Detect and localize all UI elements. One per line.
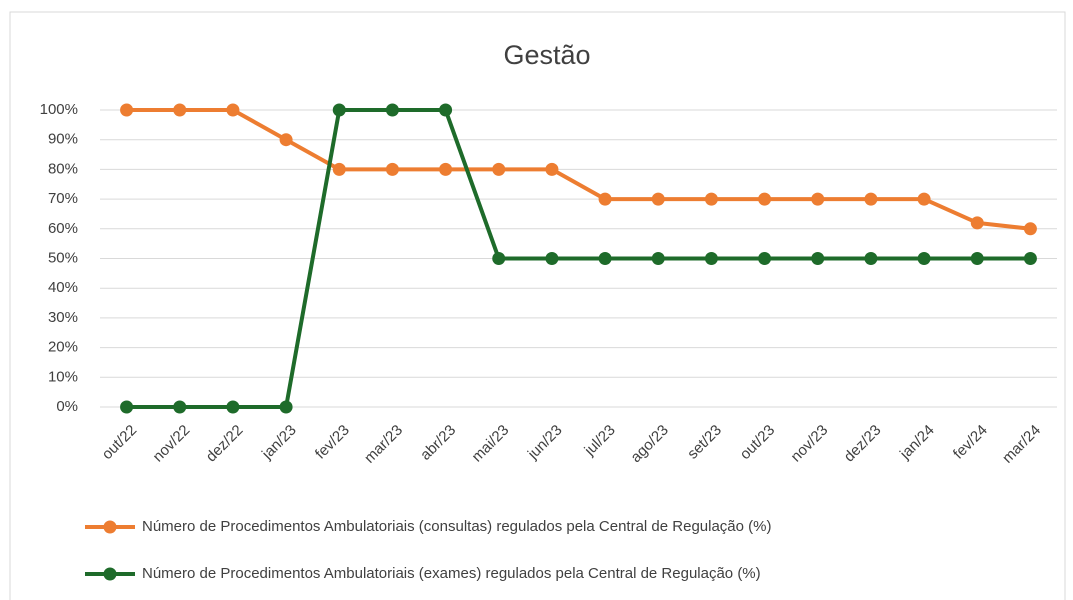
data-point [226,103,240,117]
data-point [226,400,240,414]
y-tick-label: 60% [48,220,78,237]
data-point [598,192,612,206]
data-point [811,192,825,206]
y-tick-label: 40% [48,279,78,296]
data-point [173,400,187,414]
chart-frame [9,11,1066,600]
data-point [173,103,187,117]
data-point [439,162,453,176]
data-point [120,103,134,117]
data-point [864,252,878,265]
data-point [970,216,984,230]
data-point [758,252,772,265]
y-tick-label: 80% [48,160,78,177]
y-tick-label: 70% [48,190,78,207]
data-point [598,252,612,265]
data-point [492,252,506,265]
data-point [1023,252,1037,265]
data-point [704,252,718,265]
series-line [126,108,1031,409]
y-tick-label: 90% [48,131,78,148]
data-point [332,162,346,176]
data-point [970,252,984,265]
data-point [385,162,399,176]
data-point [704,192,718,206]
y-tick-label: 100% [40,101,78,118]
data-point [758,192,772,206]
data-point [279,400,293,414]
legend-label: Número de Procedimentos Ambulatoriais (e… [142,565,761,582]
data-point [651,252,665,265]
data-point [120,400,134,414]
series-line [126,108,1031,231]
data-point [917,252,931,265]
y-tick-label: 10% [48,368,78,385]
legend-marker [103,520,117,534]
data-point [385,103,399,117]
y-tick-label: 50% [48,249,78,266]
legend-label: Número de Procedimentos Ambulatoriais (c… [142,518,772,535]
data-point [917,192,931,206]
legend-marker [103,567,117,581]
data-point [811,252,825,265]
data-point [332,103,346,117]
data-point [492,162,506,176]
data-point [864,192,878,206]
data-point [279,133,293,147]
y-tick-label: 20% [48,339,78,356]
data-point [1023,222,1037,236]
chart-title: Gestão [503,40,590,70]
data-point [545,162,559,176]
y-tick-label: 0% [56,398,78,415]
data-point [651,192,665,206]
y-tick-label: 30% [48,309,78,326]
data-point [439,103,453,117]
data-point [545,252,559,265]
